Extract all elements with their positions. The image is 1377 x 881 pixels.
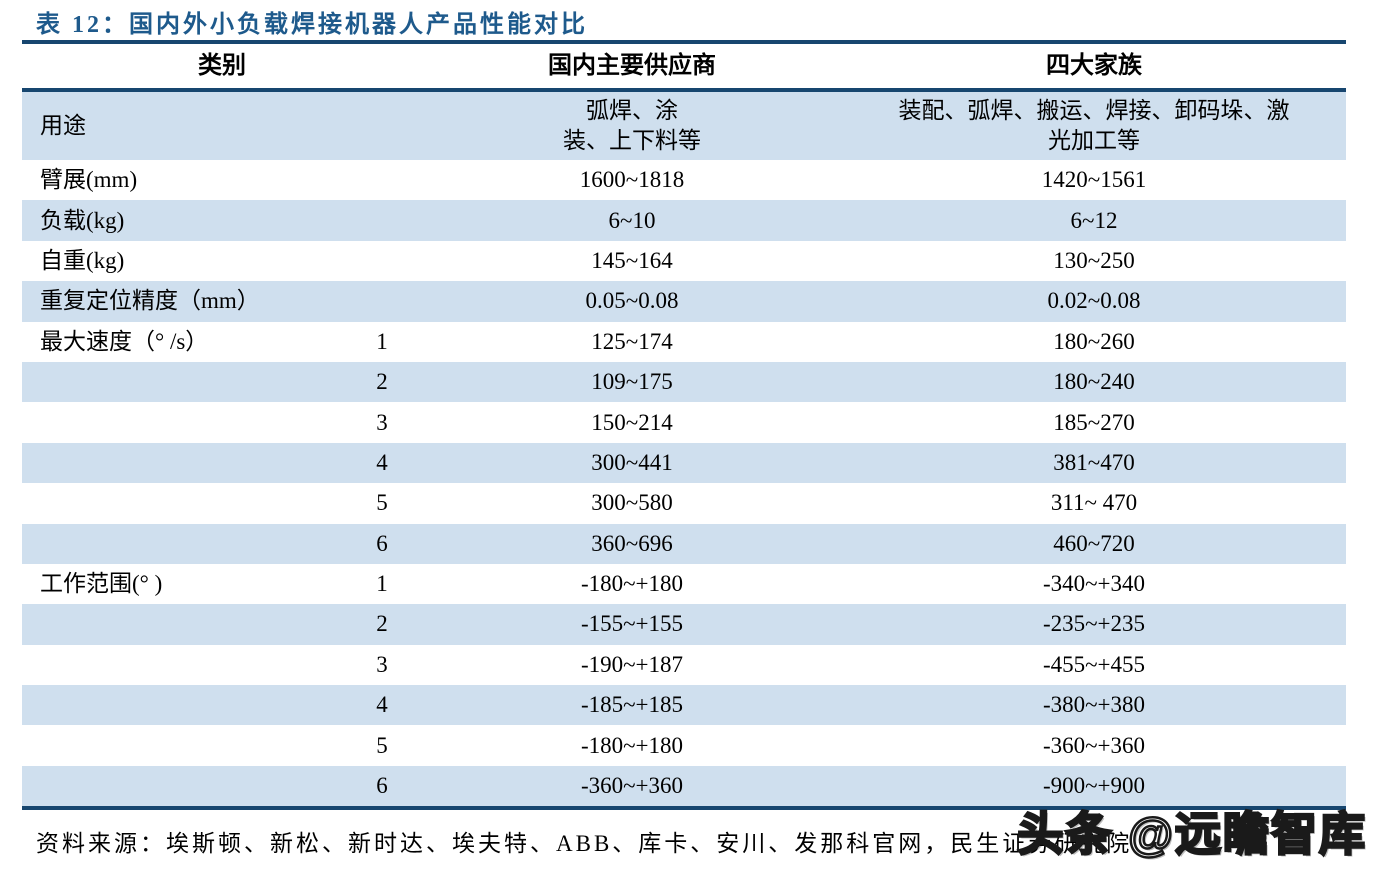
row-label: 负载(kg) xyxy=(40,207,125,233)
axis-number: 6 xyxy=(376,530,388,556)
table-row: 臂展(mm) 1600~1818 1420~1561 xyxy=(22,160,1346,200)
big-four-value: 311~ 470 xyxy=(1050,490,1138,516)
axis-number: 5 xyxy=(376,490,388,516)
domestic-value: -190~+187 xyxy=(580,651,684,677)
domestic-value: 300~441 xyxy=(591,449,673,475)
table-row: 用途 弧焊、涂 装、上下料等 装配、弧焊、搬运、焊接、卸码垛、激 光加工等 xyxy=(22,92,1346,160)
bottom-divider xyxy=(22,806,1346,811)
title-divider xyxy=(22,40,1346,44)
table-header-row: 类别 国内主要供应商 四大家族 xyxy=(22,44,1346,88)
domestic-value: 109~175 xyxy=(591,369,673,395)
big-four-value: 180~260 xyxy=(1053,328,1135,354)
big-four-value: 装配、弧焊、搬运、焊接、卸码垛、激 光加工等 xyxy=(898,98,1290,153)
domestic-value: -360~+360 xyxy=(580,773,684,799)
big-four-value: 180~240 xyxy=(1053,369,1135,395)
axis-number: 4 xyxy=(376,449,388,475)
row-label: 用途 xyxy=(40,113,86,138)
table-body: 用途 弧焊、涂 装、上下料等 装配、弧焊、搬运、焊接、卸码垛、激 光加工等 臂展… xyxy=(22,92,1346,807)
table-row: 6 360~696 460~720 xyxy=(22,523,1346,564)
big-four-value: -455~+455 xyxy=(1042,651,1146,677)
axis-number: 2 xyxy=(376,611,388,637)
big-four-value: 381~470 xyxy=(1053,449,1135,475)
header-domestic-suppliers: 国内主要供应商 xyxy=(548,53,716,79)
domestic-value: -185~+185 xyxy=(580,692,684,718)
table-row: 最大速度（° /s） 1 125~174 180~260 xyxy=(22,322,1346,362)
table-row: 5 -180~+180 -360~+360 xyxy=(22,725,1346,765)
big-four-value: 0.02~0.08 xyxy=(1047,288,1141,314)
big-four-value: -360~+360 xyxy=(1042,732,1146,758)
header-divider xyxy=(22,88,1346,92)
domestic-value: 弧焊、涂 装、上下料等 xyxy=(563,98,701,153)
table-row: 2 109~175 180~240 xyxy=(22,361,1346,403)
spec-table: 类别 国内主要供应商 四大家族 用途 弧焊、涂 装、上下料等 装配、弧焊、搬运、… xyxy=(22,40,1346,811)
table-row: 4 -185~+185 -380~+380 xyxy=(22,685,1346,726)
table-row: 3 150~214 185~270 xyxy=(22,402,1346,442)
table-row: 重复定位精度（mm） 0.05~0.08 0.02~0.08 xyxy=(22,281,1346,322)
row-label: 臂展(mm) xyxy=(40,167,138,193)
axis-number: 3 xyxy=(376,651,388,677)
domestic-value: 125~174 xyxy=(591,328,673,354)
table-row: 6 -360~+360 -900~+900 xyxy=(22,765,1346,807)
big-four-value: -900~+900 xyxy=(1042,773,1146,799)
row-label: 工作范围(° ) xyxy=(40,571,163,597)
big-four-value: -380~+380 xyxy=(1042,692,1146,718)
header-big-four: 四大家族 xyxy=(1046,53,1142,79)
big-four-value: 6~12 xyxy=(1070,207,1118,233)
axis-number: 1 xyxy=(376,571,388,597)
domestic-value: 0.05~0.08 xyxy=(585,288,679,314)
big-four-value: 185~270 xyxy=(1053,409,1135,435)
axis-number: 4 xyxy=(376,692,388,718)
big-four-value: 130~250 xyxy=(1053,247,1135,273)
domestic-value: -180~+180 xyxy=(580,732,684,758)
big-four-value: 1420~1561 xyxy=(1041,167,1147,193)
axis-number: 1 xyxy=(376,328,388,354)
domestic-value: 145~164 xyxy=(591,247,673,273)
row-label: 重复定位精度（mm） xyxy=(40,288,260,314)
row-label: 自重(kg) xyxy=(40,247,125,273)
header-category: 类别 xyxy=(198,53,246,79)
table-row: 3 -190~+187 -455~+455 xyxy=(22,645,1346,685)
axis-number: 5 xyxy=(376,732,388,758)
source-note: 资料来源：埃斯顿、新松、新时达、埃夫特、ABB、库卡、安川、发那科官网，民生证券… xyxy=(36,831,1133,856)
domestic-value: 360~696 xyxy=(591,530,673,556)
axis-number: 3 xyxy=(376,409,388,435)
domestic-value: 300~580 xyxy=(591,490,673,516)
row-label: 最大速度（° /s） xyxy=(40,328,209,354)
page-title: 表 12：国内外小负载焊接机器人产品性能对比 xyxy=(36,12,588,38)
axis-number: 6 xyxy=(376,773,388,799)
domestic-value: 6~10 xyxy=(608,207,656,233)
table-row: 自重(kg) 145~164 130~250 xyxy=(22,241,1346,281)
table-row: 负载(kg) 6~10 6~12 xyxy=(22,200,1346,241)
domestic-value: -155~+155 xyxy=(580,611,684,637)
big-four-value: 460~720 xyxy=(1053,530,1135,556)
watermark: 头条 @远瞻智库 xyxy=(1016,807,1367,862)
table-row: 工作范围(° ) 1 -180~+180 -340~+340 xyxy=(22,564,1346,604)
domestic-value: 150~214 xyxy=(591,409,673,435)
axis-number: 2 xyxy=(376,369,388,395)
domestic-value: -180~+180 xyxy=(580,571,684,597)
big-four-value: -235~+235 xyxy=(1042,611,1146,637)
domestic-value: 1600~1818 xyxy=(579,167,685,193)
table-row: 5 300~580 311~ 470 xyxy=(22,483,1346,523)
big-four-value: -340~+340 xyxy=(1042,571,1146,597)
table-row: 4 300~441 381~470 xyxy=(22,442,1346,484)
table-row: 2 -155~+155 -235~+235 xyxy=(22,604,1346,645)
